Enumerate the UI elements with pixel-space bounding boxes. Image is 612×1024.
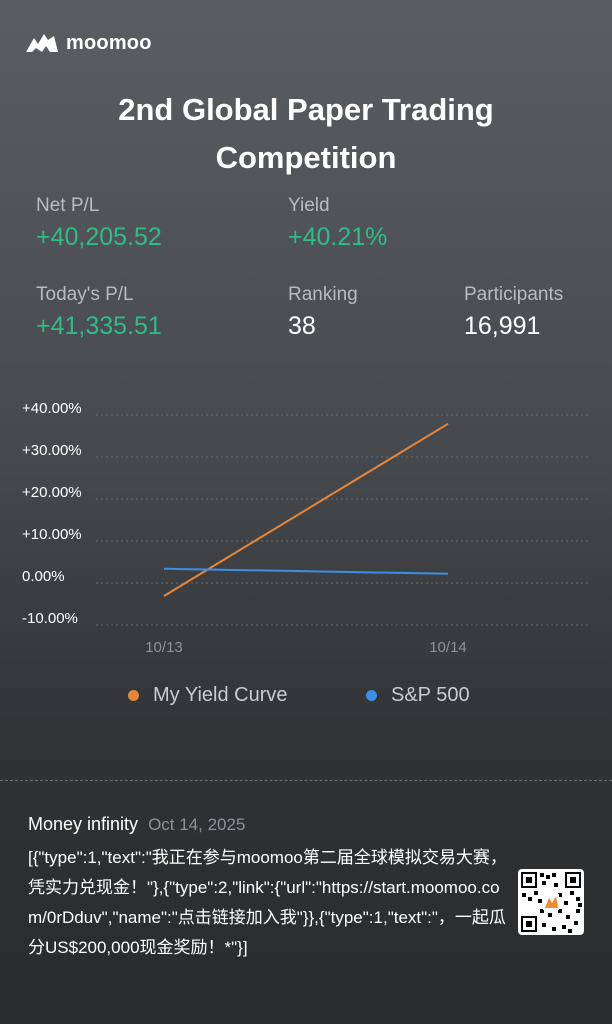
series-line-1 (163, 567, 449, 575)
post-meta: Money infinity Oct 14, 2025 (28, 814, 518, 835)
y-tick-label: -10.00% (22, 610, 78, 627)
legend-label-sp500: S&P 500 (391, 684, 470, 706)
moomoo-bull-logo-icon (26, 34, 58, 52)
yield-label: Yield (288, 195, 330, 216)
qr-code-icon[interactable] (518, 869, 584, 935)
y-tick-label: 0.00% (22, 568, 65, 585)
stat-ranking: Ranking 38 (288, 284, 358, 341)
post-date: Oct 14, 2025 (148, 815, 246, 834)
stat-participants: Participants 16,991 (464, 284, 563, 341)
todays-pl-label: Today's P/L (36, 284, 134, 305)
y-tick-label: +30.00% (22, 442, 82, 459)
brand-name: moomoo (66, 31, 152, 54)
legend-dot-my-yield-curve (128, 690, 139, 701)
title-line-1: 2nd Global Paper Trading (118, 92, 494, 127)
todays-pl-value: +41,335.51 (36, 312, 162, 340)
ranking-label: Ranking (288, 284, 358, 305)
x-tick-label: 10/14 (429, 639, 467, 656)
participants-label: Participants (464, 284, 564, 305)
stat-yield: Yield +40.21% (288, 195, 387, 252)
stat-net-pl: Net P/L +40,205.52 (36, 195, 162, 252)
chart-legend: My Yield Curve S&P 500 (0, 684, 612, 710)
net-pl-value: +40,205.52 (36, 223, 162, 251)
series-line-0 (163, 422, 449, 597)
y-tick-label: +10.00% (22, 526, 82, 543)
page-title: 2nd Global Paper Trading Competition (0, 86, 612, 182)
stat-todays-pl: Today's P/L +41,335.51 (36, 284, 162, 341)
title-line-2: Competition (215, 140, 397, 175)
brand: moomoo (24, 30, 152, 56)
x-tick-label: 10/13 (145, 639, 183, 656)
participants-value: 16,991 (464, 312, 541, 340)
legend-label-my-yield-curve: My Yield Curve (153, 684, 288, 706)
y-tick-label: +40.00% (22, 400, 82, 417)
dashed-divider (0, 780, 612, 781)
post-footer: Money infinity Oct 14, 2025 [{"type":1,"t… (28, 814, 518, 963)
legend-item-my-yield-curve: My Yield Curve (128, 684, 288, 707)
legend-item-sp500: S&P 500 (366, 684, 470, 707)
post-text: [{"type":1,"text":"我正在参与moomoo第二届全球模拟交易大… (28, 848, 507, 957)
legend-dot-sp500 (366, 690, 377, 701)
ranking-value: 38 (288, 312, 316, 340)
net-pl-label: Net P/L (36, 195, 100, 216)
yield-chart: +40.00% +30.00% +20.00% +10.00% 0.00% -10.00%… (22, 400, 588, 656)
post-username[interactable]: Money infinity (28, 814, 139, 834)
yield-value: +40.21% (288, 223, 388, 251)
y-tick-label: +20.00% (22, 484, 82, 501)
